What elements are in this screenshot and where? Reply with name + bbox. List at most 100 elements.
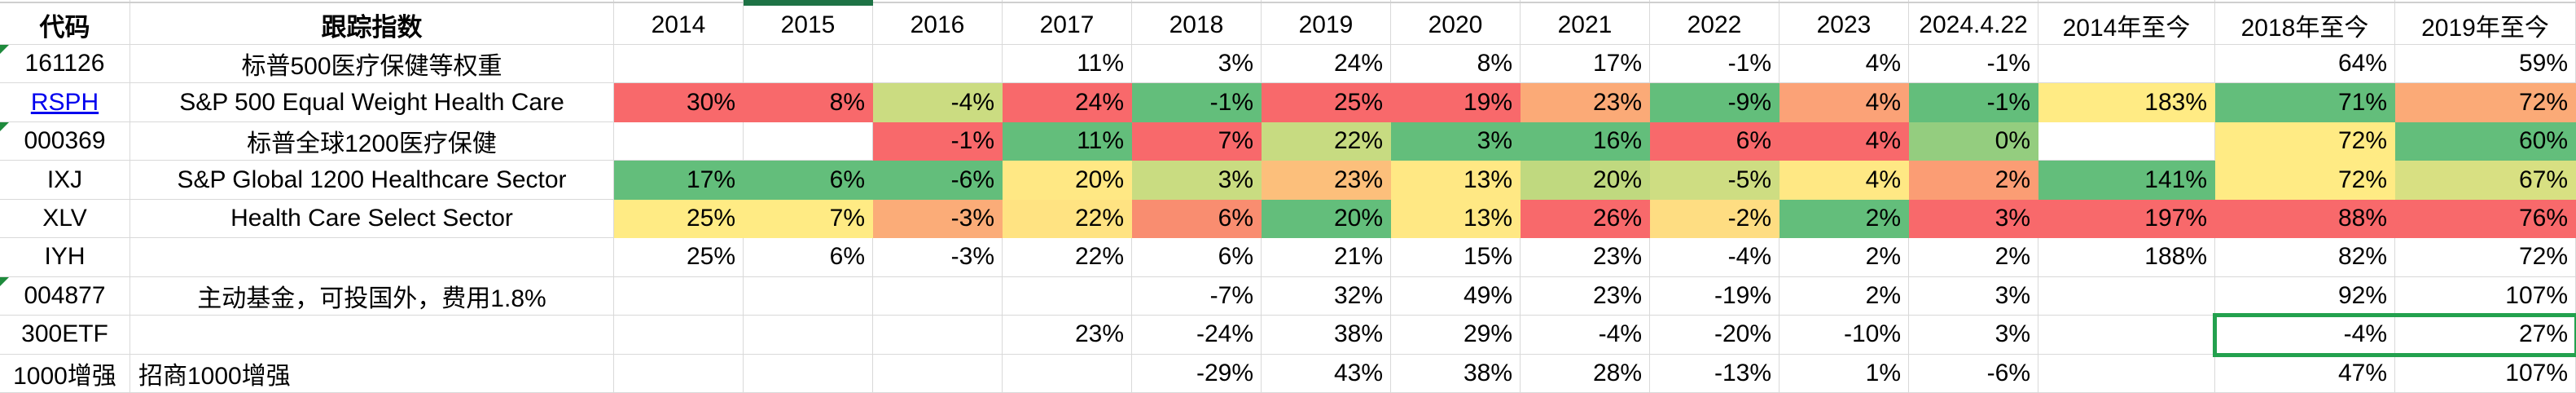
cell-2020-XLV[interactable]: 13% [1391,199,1521,239]
cell-index-IYH[interactable] [130,238,614,277]
cell-2018年至今-004877[interactable]: 92% [2215,276,2395,316]
cell-2015-IXJ[interactable]: 6% [744,161,873,200]
cell-2021-XLV[interactable]: 26% [1521,199,1650,239]
cell-code-161126[interactable]: 161126 [0,45,130,84]
cell-2020-004877[interactable]: 49% [1391,276,1521,316]
cell-2020-IYH[interactable]: 15% [1391,238,1521,277]
cell-2021-300ETF[interactable]: -4% [1521,316,1650,355]
cell-2018年至今-RSPH[interactable]: 71% [2215,83,2395,122]
cell-2014年至今-IYH[interactable]: 188% [2038,238,2215,277]
cell-2018-004877[interactable]: -7% [1132,276,1262,316]
column-header-2015[interactable]: 2015 [744,6,873,45]
cell-2022-000369[interactable]: 6% [1650,121,1780,161]
cell-2016-IYH[interactable]: -3% [873,238,1003,277]
cell-2016-000369[interactable]: -1% [873,121,1003,161]
cell-2018-000369[interactable]: 7% [1132,121,1262,161]
cell-2021-000369[interactable]: 16% [1521,121,1650,161]
column-header-2016[interactable]: 2016 [873,6,1003,45]
cell-2022-161126[interactable]: -1% [1650,45,1780,84]
cell-2019年至今-XLV[interactable]: 76% [2395,199,2576,239]
cell-2016-161126[interactable] [873,45,1003,84]
cell-code-004877[interactable]: 004877 [0,276,130,316]
cell-2023-RSPH[interactable]: 4% [1780,83,1909,122]
column-header-2014年至今[interactable]: 2014年至今 [2038,6,2215,45]
column-header-code[interactable]: 代码 [0,6,130,45]
cell-2019年至今-1000增强[interactable]: 107% [2395,354,2576,393]
cell-2022-IYH[interactable]: -4% [1650,238,1780,277]
cell-2024.4.22-IXJ[interactable]: 2% [1909,161,2038,200]
cell-2014-IXJ[interactable]: 17% [614,161,744,200]
cell-2018年至今-161126[interactable]: 64% [2215,45,2395,84]
cell-2020-1000增强[interactable]: 38% [1391,354,1521,393]
cell-2023-161126[interactable]: 4% [1780,45,1909,84]
cell-2021-IYH[interactable]: 23% [1521,238,1650,277]
cell-2016-XLV[interactable]: -3% [873,199,1003,239]
cell-2024.4.22-000369[interactable]: 0% [1909,121,2038,161]
cell-2017-IYH[interactable]: 22% [1003,238,1132,277]
cell-2022-004877[interactable]: -19% [1650,276,1780,316]
cell-2019年至今-IYH[interactable]: 72% [2395,238,2576,277]
column-header-2021[interactable]: 2021 [1521,6,1650,45]
cell-2018-1000增强[interactable]: -29% [1132,354,1262,393]
cell-2015-004877[interactable] [744,276,873,316]
cell-2014-1000增强[interactable] [614,354,744,393]
column-header-2023[interactable]: 2023 [1780,6,1909,45]
cell-2024.4.22-XLV[interactable]: 3% [1909,199,2038,239]
cell-2014年至今-1000增强[interactable] [2038,354,2215,393]
column-header-2017[interactable]: 2017 [1003,6,1132,45]
cell-2020-RSPH[interactable]: 19% [1391,83,1521,122]
cell-code-1000增强[interactable]: 1000增强 [0,354,130,393]
column-header-2018[interactable]: 2018 [1132,6,1262,45]
cell-2021-004877[interactable]: 23% [1521,276,1650,316]
cell-2017-1000增强[interactable] [1003,354,1132,393]
cell-2023-004877[interactable]: 2% [1780,276,1909,316]
cell-2018-161126[interactable]: 3% [1132,45,1262,84]
cell-2022-RSPH[interactable]: -9% [1650,83,1780,122]
column-header-2019[interactable]: 2019 [1262,6,1391,45]
cell-2014-004877[interactable] [614,276,744,316]
cell-code-300ETF[interactable]: 300ETF [0,316,130,355]
cell-2016-1000增强[interactable] [873,354,1003,393]
cell-2014年至今-000369[interactable] [2038,121,2215,161]
cell-2024.4.22-RSPH[interactable]: -1% [1909,83,2038,122]
cell-code-000369[interactable]: 000369 [0,121,130,161]
column-header-2022[interactable]: 2022 [1650,6,1780,45]
cell-2019年至今-004877[interactable]: 107% [2395,276,2576,316]
cell-2021-RSPH[interactable]: 23% [1521,83,1650,122]
cell-index-IXJ[interactable]: S&P Global 1200 Healthcare Sector [130,161,614,200]
cell-2019-IXJ[interactable]: 23% [1262,161,1391,200]
cell-2014-161126[interactable] [614,45,744,84]
cell-2017-161126[interactable]: 11% [1003,45,1132,84]
cell-2024.4.22-IYH[interactable]: 2% [1909,238,2038,277]
code-hyperlink-RSPH[interactable]: RSPH [30,88,99,116]
cell-2014年至今-161126[interactable] [2038,45,2215,84]
cell-2021-IXJ[interactable]: 20% [1521,161,1650,200]
cell-2019年至今-000369[interactable]: 60% [2395,121,2576,161]
cell-2024.4.22-004877[interactable]: 3% [1909,276,2038,316]
cell-2019-000369[interactable]: 22% [1262,121,1391,161]
cell-2019年至今-IXJ[interactable]: 67% [2395,161,2576,200]
cell-2015-300ETF[interactable] [744,316,873,355]
cell-index-161126[interactable]: 标普500医疗保健等权重 [130,45,614,84]
cell-2018年至今-300ETF[interactable]: -4% [2215,316,2395,355]
cell-2015-1000增强[interactable] [744,354,873,393]
cell-2019-1000增强[interactable]: 43% [1262,354,1391,393]
cell-2015-RSPH[interactable]: 8% [744,83,873,122]
cell-code-RSPH[interactable]: RSPH [0,83,130,122]
cell-2014年至今-IXJ[interactable]: 141% [2038,161,2215,200]
cell-2017-IXJ[interactable]: 20% [1003,161,1132,200]
cell-2015-000369[interactable] [744,121,873,161]
cell-2017-000369[interactable]: 11% [1003,121,1132,161]
cell-2019年至今-161126[interactable]: 59% [2395,45,2576,84]
cell-2024.4.22-300ETF[interactable]: 3% [1909,316,2038,355]
column-header-2014[interactable]: 2014 [614,6,744,45]
cell-2018-IYH[interactable]: 6% [1132,238,1262,277]
cell-index-1000增强[interactable]: 招商1000增强 [130,354,614,393]
cell-2023-IXJ[interactable]: 4% [1780,161,1909,200]
cell-2016-300ETF[interactable] [873,316,1003,355]
cell-code-IXJ[interactable]: IXJ [0,161,130,200]
cell-2022-1000增强[interactable]: -13% [1650,354,1780,393]
cell-2016-RSPH[interactable]: -4% [873,83,1003,122]
cell-2018-XLV[interactable]: 6% [1132,199,1262,239]
cell-2019-RSPH[interactable]: 25% [1262,83,1391,122]
